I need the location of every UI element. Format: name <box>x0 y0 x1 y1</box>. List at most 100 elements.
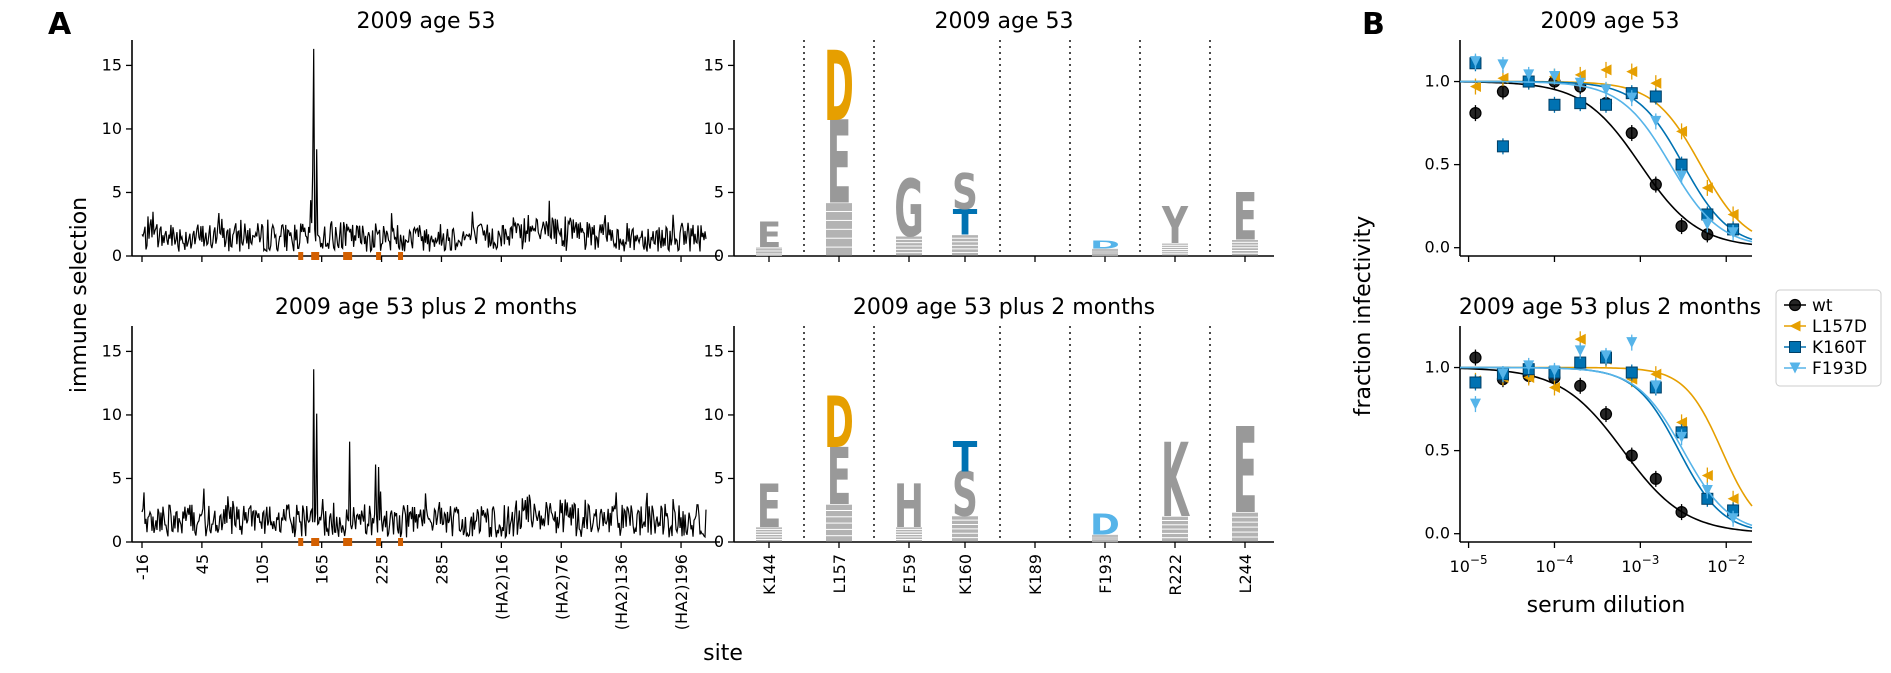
minor-letter <box>1162 533 1188 538</box>
minor-letter <box>756 534 782 537</box>
logo-minor-letters <box>826 203 852 256</box>
minor-letter <box>1232 512 1258 517</box>
highlighted-site-marker <box>398 252 404 260</box>
x-tick-label: (HA2)16 <box>492 554 511 620</box>
y-tick-label: 0 <box>714 532 724 551</box>
minor-letter <box>952 242 978 245</box>
minor-letter <box>896 243 922 246</box>
data-point-l157d <box>1727 208 1739 220</box>
minor-letter <box>1162 516 1188 521</box>
logo-letter: T <box>953 203 978 243</box>
minor-letter <box>1232 527 1258 532</box>
data-point-f193d <box>1701 484 1713 496</box>
minor-letter <box>756 527 782 529</box>
site-tick-label: K144 <box>760 554 779 595</box>
minor-letter <box>756 249 782 251</box>
minor-letter <box>1092 250 1118 252</box>
logo-letter: E <box>757 216 782 256</box>
minor-letter <box>826 229 852 238</box>
minor-letter <box>896 534 922 537</box>
minor-letter <box>1162 525 1188 529</box>
data-point-f193d <box>1548 365 1560 377</box>
highlighted-site-marker <box>311 252 317 260</box>
logo-minor-letters <box>756 247 782 257</box>
data-point-f193d <box>1650 380 1662 392</box>
minor-letter <box>1232 245 1258 248</box>
data-point-f193d <box>1497 368 1509 380</box>
x-axis-label: serum dilution <box>1527 593 1686 618</box>
highlighted-site-marker <box>398 538 404 546</box>
minor-letter <box>756 247 782 249</box>
data-point-f193d <box>1727 227 1739 239</box>
data-point-wt <box>1599 407 1613 421</box>
x-tick-label: (HA2)196 <box>672 554 691 630</box>
minor-letter <box>1162 245 1188 247</box>
data-point-f193d <box>1789 362 1801 374</box>
data-point-f193d <box>1574 345 1586 357</box>
data-point-wt <box>1649 178 1662 191</box>
minor-letter <box>1092 248 1118 250</box>
minor-letter <box>1092 539 1118 541</box>
y-tick-label: 15 <box>704 55 724 74</box>
highlighted-site-marker <box>343 538 349 546</box>
data-point-l157d <box>1676 416 1688 428</box>
minor-letter <box>756 537 782 539</box>
minor-letter <box>1162 538 1188 542</box>
legend-entry: K160T <box>1812 338 1867 358</box>
y-tick-label: 0 <box>112 246 122 265</box>
data-point-l157d <box>1650 77 1662 89</box>
y-tick-label: 0.5 <box>1425 441 1450 460</box>
minor-letter <box>1092 538 1118 540</box>
site-axis-label: site <box>703 641 743 666</box>
y-tick-label: 0.5 <box>1425 155 1450 174</box>
panel-label-b: B <box>1362 7 1385 42</box>
y-axis-label: fraction infectivity <box>1351 216 1376 416</box>
x-tick-label: 10−4 <box>1535 553 1573 576</box>
fit-curve-f193d <box>1460 366 1753 527</box>
data-point-l157d <box>1727 493 1739 505</box>
data-point-f193d <box>1469 398 1481 410</box>
fit-curve-wt <box>1459 367 1753 532</box>
data-point-l157d <box>1701 470 1713 482</box>
logo-minor-letters <box>1092 534 1118 543</box>
minor-letter <box>1232 251 1258 253</box>
minor-letter <box>1162 250 1188 252</box>
legend-entry: wt <box>1812 296 1833 316</box>
minor-letter <box>1232 253 1258 256</box>
logo-minor-letters <box>1162 243 1188 256</box>
data-point-l157d <box>1548 381 1560 393</box>
minor-letter <box>826 203 852 212</box>
logo-letter: E <box>827 432 852 523</box>
minor-letter <box>1232 532 1258 537</box>
highlighted-site-marker <box>314 252 320 260</box>
chart-title: 2009 age 53 plus 2 months <box>1459 295 1761 320</box>
data-point-k160t <box>1789 341 1801 353</box>
minor-letter <box>952 529 978 533</box>
y-tick-label: 1.0 <box>1425 72 1450 91</box>
site-tick-label: K160 <box>956 554 975 595</box>
data-point-k160t <box>1649 90 1662 103</box>
y-tick-label: 0.0 <box>1425 238 1450 257</box>
minor-letter <box>826 504 852 510</box>
minor-letter <box>1092 536 1118 538</box>
logo-letter: S <box>952 458 978 530</box>
minor-letter <box>952 533 978 538</box>
minor-letter <box>1232 240 1258 242</box>
data-point-f193d <box>1626 92 1638 104</box>
logo-minor-letters <box>1162 516 1188 542</box>
logo-letter: D <box>1090 239 1120 251</box>
minor-letter <box>756 252 782 254</box>
data-point-l157d <box>1469 81 1481 93</box>
minor-letter <box>1232 242 1258 245</box>
x-tick-label: -16 <box>133 554 152 580</box>
logo-minor-letters <box>826 504 852 542</box>
data-point-f193d <box>1676 431 1688 443</box>
selection-trace <box>141 48 707 254</box>
data-point-k160t <box>1469 376 1482 389</box>
highlighted-site-marker <box>311 538 317 546</box>
minor-letter <box>756 250 782 252</box>
minor-letter <box>826 212 852 220</box>
minor-letter <box>896 539 922 542</box>
x-tick-label: 285 <box>432 554 451 585</box>
minor-letter <box>952 525 978 529</box>
